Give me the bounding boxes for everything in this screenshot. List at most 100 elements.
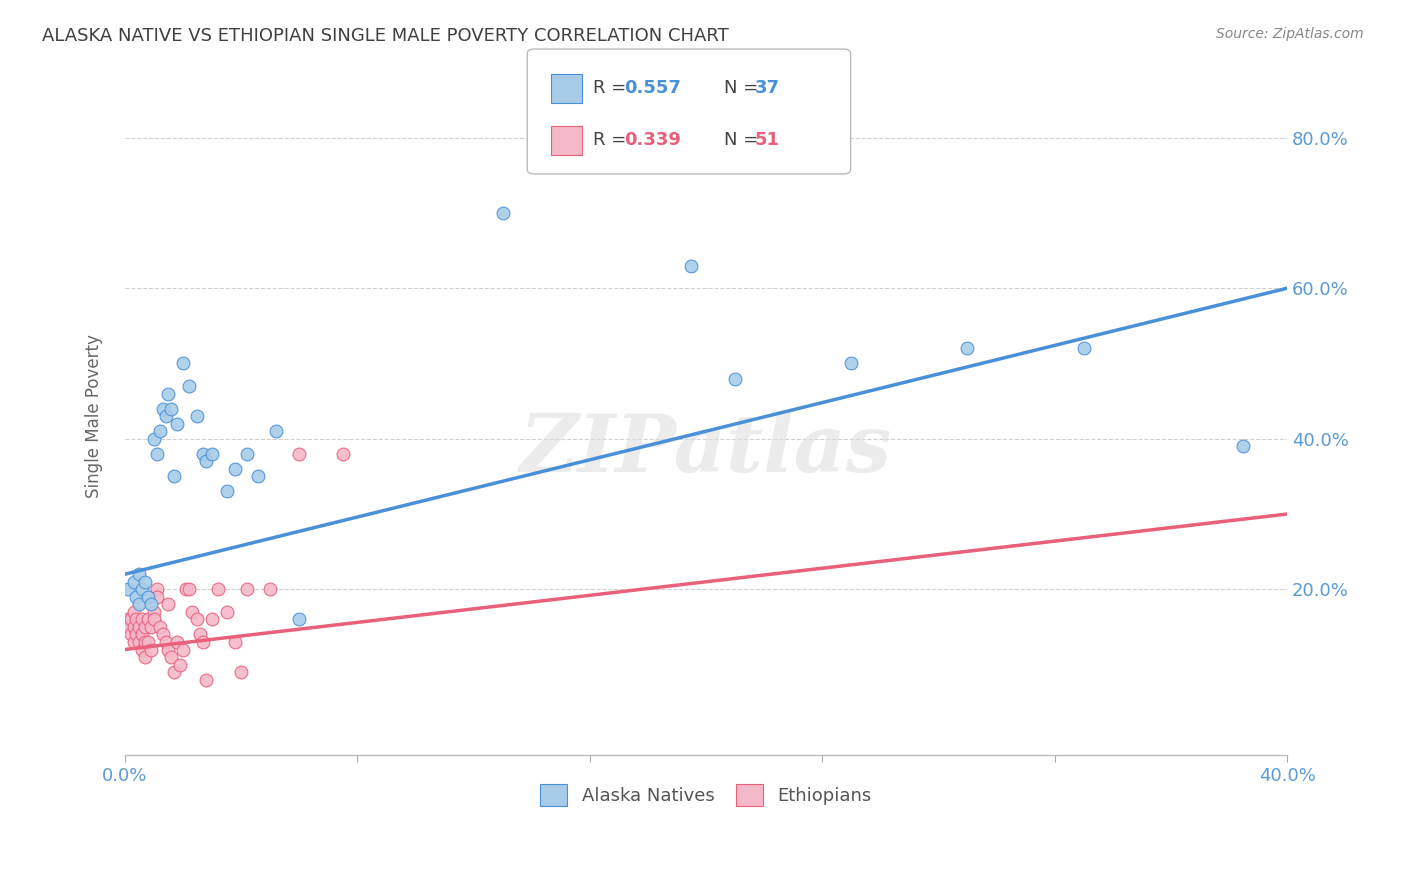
Point [172, 356, 194, 370]
Point [134, 620, 156, 634]
Point [332, 447, 354, 461]
Point [157, 642, 180, 657]
Point [122, 620, 145, 634]
Point [201, 447, 224, 461]
Point [131, 627, 153, 641]
Point [136, 612, 159, 626]
Text: 37: 37 [755, 79, 780, 97]
Point [163, 469, 186, 483]
Point [177, 582, 200, 597]
Point [157, 598, 180, 612]
Point [131, 642, 153, 657]
Point [131, 582, 153, 597]
Point [172, 642, 194, 657]
Point [136, 635, 159, 649]
Point [201, 612, 224, 626]
Point [160, 650, 183, 665]
Point [236, 447, 259, 461]
Point [134, 635, 156, 649]
Point [186, 409, 208, 424]
Point [288, 612, 311, 626]
Point [122, 574, 145, 589]
Point [131, 612, 153, 626]
Text: N =: N = [724, 131, 763, 150]
Point [125, 627, 148, 641]
Point [149, 424, 172, 438]
Point [207, 582, 229, 597]
Point [117, 582, 139, 597]
Point [839, 356, 862, 370]
Point [1232, 439, 1254, 453]
Point [169, 657, 191, 672]
Point [236, 582, 259, 597]
Point [122, 605, 145, 619]
Point [681, 259, 703, 273]
Text: 0.557: 0.557 [624, 79, 681, 97]
Point [190, 627, 212, 641]
Point [160, 401, 183, 416]
Point [125, 612, 148, 626]
Point [134, 574, 156, 589]
Point [139, 620, 162, 634]
Point [259, 582, 281, 597]
Point [288, 447, 311, 461]
Point [157, 386, 180, 401]
Point [152, 627, 174, 641]
Point [166, 417, 188, 431]
Point [139, 598, 162, 612]
Point [224, 635, 246, 649]
Point [149, 620, 172, 634]
Point [146, 582, 169, 597]
Point [128, 620, 150, 634]
Point [163, 665, 186, 679]
Point [195, 454, 218, 468]
Point [224, 462, 246, 476]
Point [134, 650, 156, 665]
Point [166, 635, 188, 649]
Point [195, 673, 218, 687]
Point [215, 605, 238, 619]
Legend: Alaska Natives, Ethiopians: Alaska Natives, Ethiopians [533, 777, 879, 814]
Point [724, 371, 747, 385]
Point [193, 447, 215, 461]
Point [128, 598, 150, 612]
Point [180, 605, 202, 619]
Text: Source: ZipAtlas.com: Source: ZipAtlas.com [1216, 27, 1364, 41]
Point [128, 635, 150, 649]
Point [139, 642, 162, 657]
Point [142, 605, 165, 619]
Text: ZIPatlas: ZIPatlas [520, 411, 891, 489]
Point [142, 612, 165, 626]
Point [264, 424, 287, 438]
Point [152, 401, 174, 416]
Text: 51: 51 [755, 131, 780, 150]
Point [215, 484, 238, 499]
Text: 0.339: 0.339 [624, 131, 681, 150]
Point [120, 627, 142, 641]
Point [122, 635, 145, 649]
Point [155, 635, 177, 649]
Text: R =: R = [593, 79, 633, 97]
Text: R =: R = [593, 131, 633, 150]
Y-axis label: Single Male Poverty: Single Male Poverty [86, 334, 103, 498]
Point [146, 590, 169, 604]
Point [247, 469, 270, 483]
Point [1073, 342, 1095, 356]
Point [117, 612, 139, 626]
Point [136, 590, 159, 604]
Point [177, 379, 200, 393]
Point [128, 567, 150, 582]
Point [146, 447, 169, 461]
Text: ALASKA NATIVE VS ETHIOPIAN SINGLE MALE POVERTY CORRELATION CHART: ALASKA NATIVE VS ETHIOPIAN SINGLE MALE P… [42, 27, 728, 45]
Point [956, 342, 979, 356]
Point [117, 620, 139, 634]
Point [142, 432, 165, 446]
Point [125, 590, 148, 604]
Point [120, 612, 142, 626]
Point [491, 206, 513, 220]
Point [229, 665, 252, 679]
Point [155, 409, 177, 424]
Point [193, 635, 215, 649]
Text: N =: N = [724, 79, 763, 97]
Point [174, 582, 197, 597]
